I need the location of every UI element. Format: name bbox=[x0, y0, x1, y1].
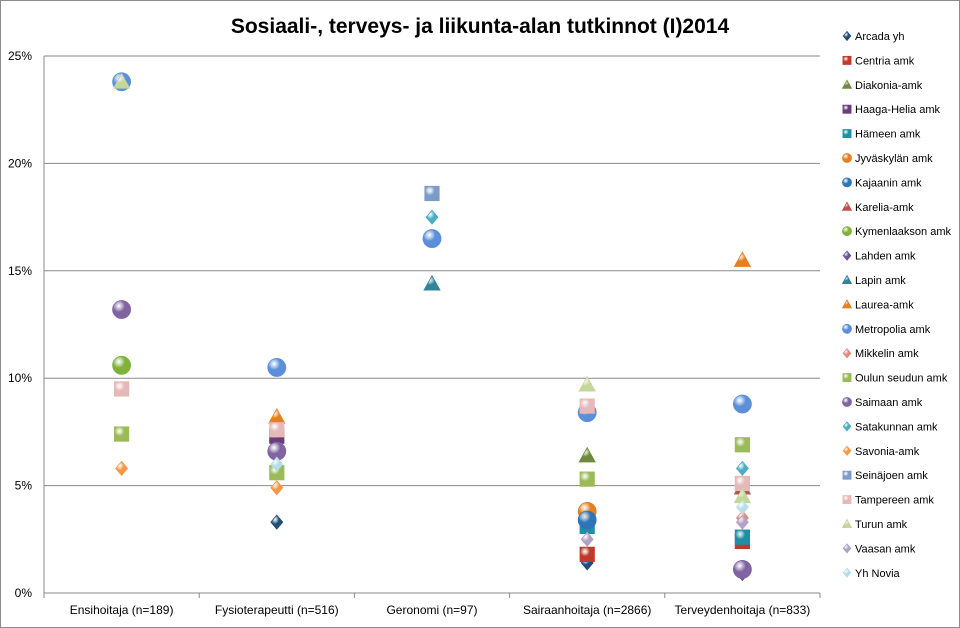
data-point-satakunnan-amk bbox=[425, 209, 439, 225]
y-axis: 0% 5% 10% 15% 20% 25% bbox=[8, 49, 32, 600]
data-point-yh-novia bbox=[735, 499, 749, 515]
legend-label: Arcada yh bbox=[855, 31, 905, 43]
data-point-tampereen-amk bbox=[579, 398, 595, 414]
legend-marker-2 bbox=[842, 55, 852, 65]
data-point-centria-amk bbox=[579, 546, 595, 562]
data-point-savonia-amk bbox=[115, 460, 129, 477]
data-point-oulun-seudun-amk bbox=[734, 437, 751, 453]
legend-label: Hämeen amk bbox=[855, 129, 921, 141]
data-point-tampereen-amk bbox=[114, 381, 130, 397]
legend-label: Metropolia amk bbox=[855, 324, 931, 336]
legend-marker-3 bbox=[841, 79, 853, 89]
data-points bbox=[112, 72, 752, 582]
data-point-sein-joen-amk bbox=[424, 185, 440, 202]
data-point-laurea-amk bbox=[733, 251, 752, 267]
legend-label: Kymenlaakson amk bbox=[855, 226, 951, 238]
data-point-savonia-amk bbox=[270, 480, 284, 496]
legend-marker-12 bbox=[841, 299, 853, 309]
data-point-metropolia-amk bbox=[422, 229, 442, 248]
legend-label: Turun amk bbox=[855, 519, 908, 531]
data-point-turun-amk bbox=[112, 72, 131, 89]
data-point-turun-amk bbox=[578, 375, 596, 392]
legend-marker-7 bbox=[842, 177, 852, 188]
data-point-laurea-amk bbox=[268, 408, 286, 424]
y-tick-label: 20% bbox=[8, 156, 32, 170]
legend-label: Mikkelin amk bbox=[855, 348, 919, 360]
data-point-yh-novia bbox=[270, 456, 284, 472]
data-point-lapin-amk bbox=[423, 274, 441, 291]
data-point-vaasan-amk bbox=[580, 531, 594, 547]
legend-marker-13 bbox=[842, 323, 852, 334]
y-tick-label: 25% bbox=[8, 49, 32, 63]
legend-marker-23 bbox=[842, 567, 852, 578]
legend-marker-21 bbox=[841, 518, 853, 528]
legend-marker-4 bbox=[842, 104, 852, 114]
data-point-arcada-yh bbox=[270, 514, 284, 530]
data-point-saimaan-amk bbox=[733, 559, 752, 579]
chart-title: Sosiaali-, terveys- ja liikunta-alan tut… bbox=[231, 15, 730, 38]
legend-marker-19 bbox=[842, 470, 852, 480]
y-tick-label: 10% bbox=[8, 371, 32, 385]
legend-label: Centria amk bbox=[855, 55, 915, 67]
gridlines bbox=[43, 55, 820, 594]
legend-marker-1 bbox=[842, 30, 852, 42]
legend-label: Kajaanin amk bbox=[855, 177, 922, 189]
legend-label: Laurea-amk bbox=[855, 299, 914, 311]
data-point-oulun-seudun-amk bbox=[579, 471, 595, 487]
y-tick-label: 5% bbox=[15, 479, 33, 493]
legend-marker-10 bbox=[842, 250, 852, 261]
legend-label: Tampereen amk bbox=[855, 495, 934, 507]
data-point-vaasan-amk bbox=[735, 514, 749, 530]
legend-label: Diakonia-amk bbox=[855, 80, 923, 92]
legend-label: Karelia-amk bbox=[855, 202, 914, 214]
x-category-label: Ensihoitaja (n=189) bbox=[70, 603, 174, 617]
x-category-label: Fysioterapeutti (n=516) bbox=[215, 603, 339, 617]
legend-marker-14 bbox=[842, 348, 852, 359]
legend-marker-11 bbox=[841, 274, 853, 285]
legend-marker-8 bbox=[841, 201, 853, 211]
data-point-kajaanin-amk bbox=[577, 510, 597, 530]
legend-marker-5 bbox=[842, 129, 852, 139]
x-axis: Ensihoitaja (n=189) Fysioterapeutti (n=51… bbox=[43, 593, 821, 617]
y-tick-label: 15% bbox=[8, 264, 32, 278]
legend-label: Seinäjoen amk bbox=[855, 470, 928, 482]
legend-marker-17 bbox=[842, 421, 852, 432]
legend-label: Lahden amk bbox=[855, 251, 916, 263]
legend-marker-6 bbox=[842, 153, 852, 163]
y-tick-label: 0% bbox=[15, 586, 33, 600]
data-point-metropolia-amk bbox=[733, 394, 752, 414]
x-category-label: Terveydenhoitaja (n=833) bbox=[675, 603, 811, 617]
legend-label: Jyväskylän amk bbox=[855, 153, 933, 165]
data-point-kymenlaakson-amk bbox=[112, 355, 131, 375]
legend-label: Vaasan amk bbox=[855, 543, 916, 555]
data-point-satakunnan-amk bbox=[735, 460, 749, 477]
data-point-oulun-seudun-amk bbox=[114, 426, 130, 442]
legend-label: Satakunnan amk bbox=[855, 421, 938, 433]
legend-label: Yh Novia bbox=[855, 568, 901, 580]
legend-label: Oulun seudun amk bbox=[855, 373, 948, 385]
legend-marker-16 bbox=[842, 397, 852, 407]
x-category-label: Geronomi (n=97) bbox=[386, 603, 477, 617]
legend-label: Savonia-amk bbox=[855, 446, 920, 458]
legend-label: Haaga-Helia amk bbox=[855, 104, 940, 116]
x-category-label: Sairaanhoitaja (n=2866) bbox=[523, 603, 651, 617]
legend-marker-18 bbox=[842, 445, 852, 456]
legend-label: Saimaan amk bbox=[855, 397, 923, 409]
legend-marker-22 bbox=[842, 543, 852, 554]
data-point-tampereen-amk bbox=[269, 422, 285, 438]
legend-label: Lapin amk bbox=[855, 275, 906, 287]
data-point-metropolia-amk bbox=[267, 358, 287, 377]
legend-marker-20 bbox=[842, 495, 852, 505]
data-point-diakonia-amk bbox=[578, 446, 596, 463]
legend: Arcada yh Centria amk Diakonia-amk Haaga-He… bbox=[841, 30, 951, 580]
data-point-h-meen-amk bbox=[734, 529, 751, 545]
legend-marker-15 bbox=[842, 373, 852, 383]
data-point-saimaan-amk bbox=[112, 300, 131, 319]
legend-marker-9 bbox=[842, 226, 852, 237]
